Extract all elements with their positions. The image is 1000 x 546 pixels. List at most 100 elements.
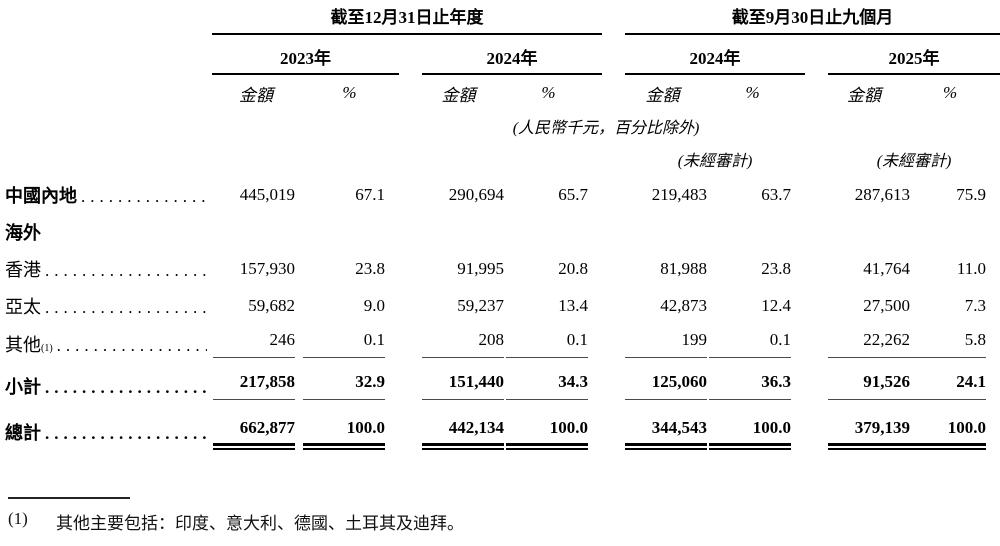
row-label-text: 海外: [5, 222, 41, 243]
unit-note: (人民幣千元，百分比除外): [512, 120, 700, 137]
unaudited-note-2024-9m: (未經審計): [677, 152, 753, 170]
amount-value: 445,019: [239, 184, 295, 204]
column-gap: [805, 35, 828, 75]
unit-note-row: (人民幣千元，百分比除外): [0, 111, 1000, 141]
leader-dots: ........................................…: [45, 260, 207, 280]
amount-value: 290,694: [448, 184, 504, 204]
footnote: (1) 其他主要包括：印度、意大利、德國、土耳其及迪拜。: [8, 509, 1000, 534]
table-row-total: 總計 .....................................…: [0, 408, 1000, 455]
amount-value: 287,613: [854, 184, 911, 204]
amount-value: 42,873: [660, 295, 708, 315]
amount-value: 344,543: [625, 418, 708, 450]
amount-value: 246: [213, 330, 295, 358]
amount-value: 81,988: [660, 258, 708, 278]
percent-value: 65.7: [558, 184, 589, 204]
percent-value: 12.4: [761, 295, 792, 315]
percent-value: 100.0: [904, 418, 987, 450]
amount-value: 151,440: [422, 372, 504, 400]
table-row-subtotal: 小計 .....................................…: [0, 364, 1000, 408]
column-gap: [602, 35, 625, 75]
amount-value: 22,262: [828, 330, 911, 358]
table-row-asia-pacific: 亞太 .....................................…: [0, 287, 1000, 324]
row-label-text: 香港: [5, 259, 41, 280]
amount-value: 91,526: [828, 372, 911, 400]
amount-header-2024-9m: 金額: [645, 85, 680, 105]
leader-dots: ........................................…: [45, 423, 207, 443]
footnote-marker: (1): [8, 509, 28, 528]
percent-value: 36.3: [709, 372, 792, 400]
percent-value: 7.3: [964, 295, 987, 315]
leader-dots: ........................................…: [56, 336, 207, 355]
percent-value: 100.0: [303, 418, 385, 450]
percent-value: 75.9: [956, 184, 987, 204]
row-label: 亞太 .....................................…: [0, 293, 212, 319]
percent-value: 100.0: [709, 418, 792, 450]
amount-value: 219,483: [651, 184, 708, 204]
column-gap: [602, 2, 625, 35]
amount-header-2025-9m: 金額: [847, 85, 882, 105]
percent-header-2024-9m: %: [745, 83, 760, 102]
leader-dots: ........................................…: [81, 186, 207, 206]
percent-value: 32.9: [303, 372, 385, 400]
percent-value: 23.8: [761, 258, 792, 278]
percent-value: 11.0: [956, 258, 987, 278]
unaudited-note-2025-9m: (未經審計): [876, 152, 952, 170]
table-row-others: 其他(1) ..................................…: [0, 324, 1000, 364]
amount-header-2023: 金額: [239, 85, 273, 105]
revenue-by-region-table: 截至12月31日止年度 截至9月30日止九個月 2023年 2024年 2024…: [0, 2, 1000, 455]
leader-dots: ........................................…: [45, 378, 207, 397]
amount-value: 379,139: [828, 418, 911, 450]
amount-value: 27,500: [863, 295, 911, 315]
unaudited-note-row: (未經審計) (未經審計): [0, 141, 1000, 176]
footnote-divider: [8, 497, 130, 499]
period-group-year-ended: 截至12月31日止年度: [212, 3, 603, 35]
period-header-row: 截至12月31日止年度 截至9月30日止九個月: [0, 2, 1000, 35]
row-label: 中國內地 ...................................…: [0, 182, 212, 208]
amount-header-2024: 金額: [441, 85, 476, 105]
row-label-text: 其他: [5, 335, 41, 355]
row-label: 小計 .....................................…: [0, 373, 212, 399]
year-header-2025-9m: 2025年: [828, 44, 1000, 75]
amount-value: 91,995: [457, 258, 504, 278]
footnote-text: 其他主要包括：印度、意大利、德國、土耳其及迪拜。: [56, 514, 464, 533]
percent-value: 9.0: [363, 295, 385, 315]
row-label: 總計 .....................................…: [0, 419, 212, 445]
row-label-text: 亞太: [5, 296, 41, 317]
row-label: 其他(1) ..................................…: [0, 331, 212, 357]
percent-value: 0.1: [303, 330, 385, 358]
table-row-overseas: 海外: [0, 213, 1000, 250]
column-gap: [399, 35, 422, 75]
year-header-row: 2023年 2024年 2024年 2025年: [0, 35, 1000, 75]
year-header-2024: 2024年: [422, 44, 603, 75]
amount-value: 41,764: [863, 258, 911, 278]
percent-value: 0.1: [709, 330, 792, 358]
period-group-nine-months: 截至9月30日止九個月: [625, 3, 1000, 35]
row-label: 香港 .....................................…: [0, 256, 212, 282]
amount-value: 59,682: [248, 295, 295, 315]
row-label-text: 小計: [5, 377, 41, 397]
amount-value: 199: [625, 330, 708, 358]
percent-value: 34.3: [506, 372, 589, 400]
percent-value: 67.1: [355, 184, 385, 204]
percent-value: 24.1: [904, 372, 987, 400]
amount-value: 59,237: [457, 295, 504, 315]
table-row-hong-kong: 香港 .....................................…: [0, 250, 1000, 287]
amount-value: 125,060: [625, 372, 708, 400]
subheader-row: 金額 % 金額 % 金額 % 金額 %: [0, 75, 1000, 111]
year-header-2023: 2023年: [212, 44, 399, 75]
percent-value: 0.1: [506, 330, 589, 358]
percent-value: 20.8: [558, 258, 589, 278]
amount-value: 208: [422, 330, 504, 358]
percent-value: 23.8: [355, 258, 385, 278]
percent-value: 5.8: [904, 330, 987, 358]
year-header-2024-9m: 2024年: [625, 44, 806, 75]
row-label-text: 中國內地: [5, 185, 77, 206]
leader-dots: ........................................…: [45, 297, 207, 317]
amount-value: 217,858: [213, 372, 295, 400]
percent-header-2025-9m: %: [942, 83, 958, 102]
amount-value: 662,877: [213, 418, 295, 450]
row-label-text: 總計: [5, 422, 41, 443]
amount-value: 157,930: [239, 258, 295, 278]
table-row-mainland-china: 中國內地 ...................................…: [0, 176, 1000, 213]
